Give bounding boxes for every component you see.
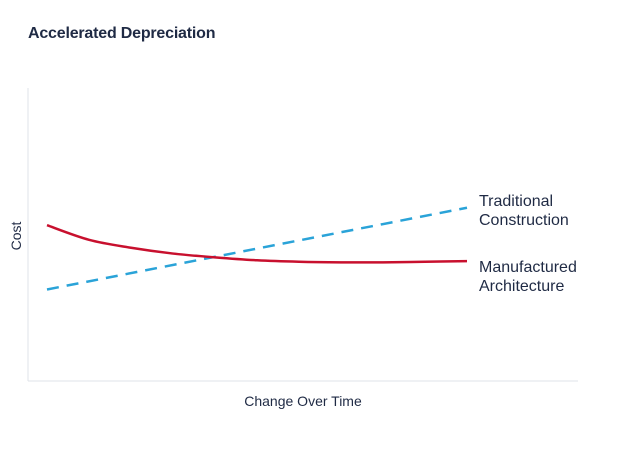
series-line-2 <box>46 224 468 264</box>
series-layer: Traditional Construction Manufactured Archi… <box>46 193 577 295</box>
x-axis-label: Change Over Time <box>244 393 362 409</box>
series-label-1-line-1: Traditional <box>479 193 553 210</box>
series-label-2-line-1: Manufactured <box>479 259 577 276</box>
series-label-2-line-2: Architecture <box>479 278 564 295</box>
series-line-1 <box>46 206 468 291</box>
y-axis-label: Cost <box>8 222 24 251</box>
chart-title: Accelerated Depreciation <box>28 25 216 42</box>
series-label-1-line-2: Construction <box>479 212 569 229</box>
